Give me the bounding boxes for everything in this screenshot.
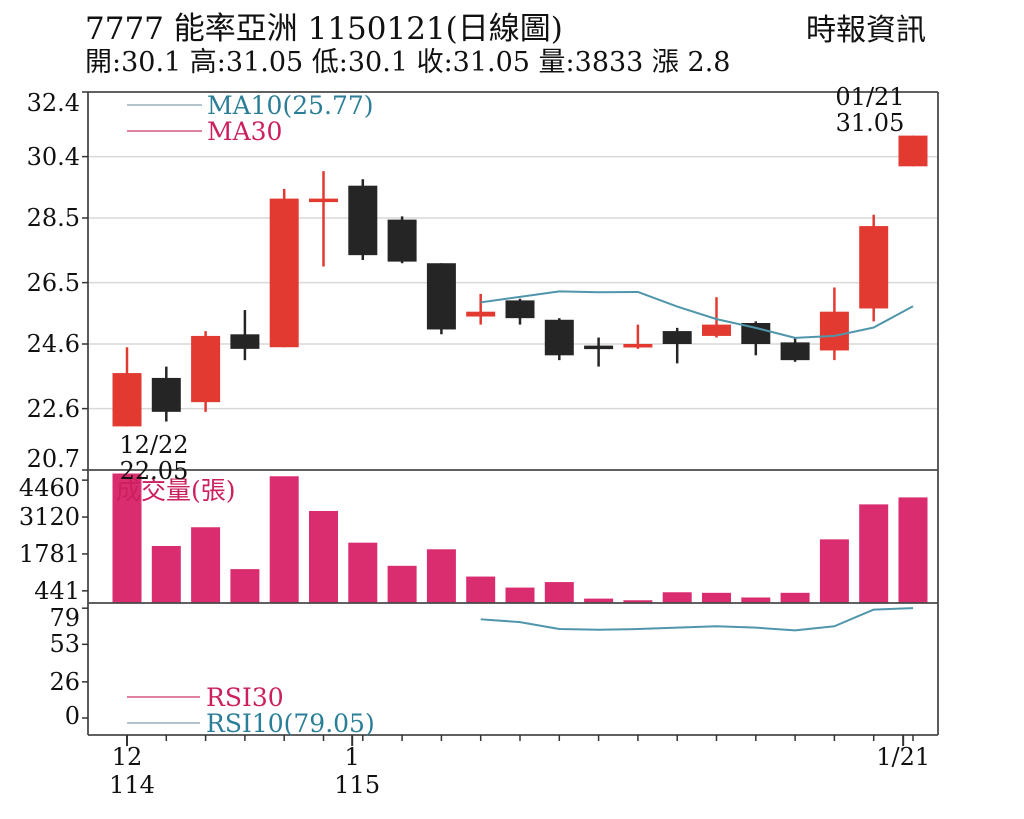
price-tick-label: 28.5: [26, 204, 80, 232]
legend-ma30-label: MA30: [207, 117, 283, 146]
xaxis-label: 12: [111, 743, 143, 771]
price-tick-label: 26.5: [26, 268, 80, 297]
xaxis-label: 115: [334, 771, 381, 799]
quote-ohlc-line: 開:30.1 高:31.05 低:30.1 收:31.05 量:3833 漲 2…: [85, 47, 731, 78]
price-tick-label: 32.4: [26, 89, 80, 117]
rsi-tick-label: 53: [49, 630, 80, 659]
volume-tick-label: 4460: [18, 474, 80, 502]
page-title: 7777 能率亞洲 1150121(日線圖): [85, 11, 563, 47]
legend-ma10-label: MA10(25.77): [207, 91, 374, 120]
xaxis-label: 114: [109, 771, 155, 799]
rsi-tick-label: 26: [49, 667, 80, 696]
price-tick-label: 22.6: [26, 394, 80, 423]
candlesticks: [112, 135, 928, 427]
legend-swatches: [127, 104, 202, 724]
xaxis-label: 1/21: [876, 743, 931, 771]
annotation-period-low: 12/22 22.05: [102, 432, 206, 484]
annotation-line: 01/21: [835, 83, 905, 111]
annotation-last-price: 01/21 31.05: [818, 84, 922, 136]
annotation-line: 31.05: [835, 109, 905, 137]
price-tick-label: 24.6: [26, 330, 80, 358]
annotation-line: 12/22: [119, 431, 189, 459]
panel-frame: [87, 91, 939, 736]
rsi10-line: [480, 607, 914, 632]
xaxis-label: 1: [344, 743, 360, 771]
axis-ticks: [82, 91, 914, 746]
legend-rsi30-label: RSI30: [206, 683, 284, 712]
price-tick-label: 20.7: [26, 445, 80, 473]
volume-tick-label: 441: [34, 576, 80, 605]
volume-tick-label: 3120: [18, 503, 80, 532]
ma10-line: [480, 290, 914, 339]
annotation-line: 22.05: [119, 457, 189, 485]
volume-tick-label: 1781: [18, 539, 80, 568]
data-source-label: 時報資訊: [806, 13, 926, 48]
legend-rsi10-label: RSI10(79.05): [206, 709, 375, 738]
volume-bars: [112, 473, 928, 603]
volume-panel-label: 成交量(張): [116, 476, 236, 505]
price-tick-label: 30.4: [26, 142, 80, 171]
rsi-tick-label: 0: [64, 702, 80, 730]
rsi-tick-label: 79: [49, 604, 80, 632]
